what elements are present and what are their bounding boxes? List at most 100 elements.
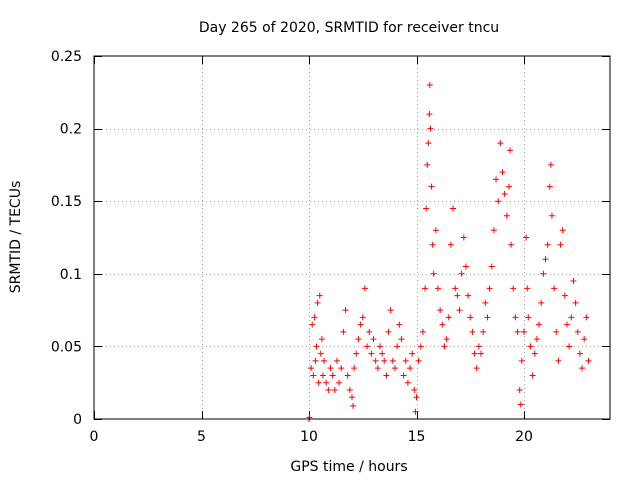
data-point <box>424 161 431 168</box>
data-point <box>398 336 405 343</box>
data-point <box>551 285 558 292</box>
data-point <box>314 299 321 306</box>
data-point <box>576 350 583 357</box>
data-point <box>458 270 465 277</box>
data-point <box>364 343 371 350</box>
data-point <box>394 343 401 350</box>
data-point <box>426 82 433 89</box>
data-point <box>566 343 573 350</box>
data-point <box>467 314 474 321</box>
data-point <box>437 307 444 314</box>
data-point <box>428 183 435 190</box>
data-point <box>374 365 381 372</box>
data-point <box>501 190 508 197</box>
data-point <box>419 328 426 335</box>
y-tick-label: 0.2 <box>60 122 82 138</box>
data-point <box>368 350 375 357</box>
data-point <box>311 314 318 321</box>
data-point <box>471 350 478 357</box>
data-point <box>413 394 420 401</box>
data-point <box>514 328 521 335</box>
tick-labels: 0 5 10 15 20 0 0.05 0.1 0.15 0.2 0.25 <box>51 49 533 445</box>
data-point <box>553 328 560 335</box>
data-point <box>486 285 493 292</box>
data-point <box>473 365 480 372</box>
data-point <box>321 357 328 364</box>
data-point <box>425 140 432 147</box>
data-point <box>400 372 407 379</box>
data-point <box>499 169 506 176</box>
data-point <box>497 140 504 147</box>
grid-lines <box>94 56 610 419</box>
data-point <box>469 328 476 335</box>
data-point <box>581 336 588 343</box>
data-point <box>366 328 373 335</box>
data-point <box>536 321 543 328</box>
data-point <box>349 394 355 401</box>
data-point <box>317 350 324 357</box>
data-point <box>564 321 570 328</box>
data-points <box>306 82 592 422</box>
data-point <box>372 357 379 364</box>
data-point <box>329 372 336 379</box>
y-axis-label: SRMTID / TECUs <box>8 181 24 294</box>
data-point <box>342 307 349 314</box>
data-point <box>355 336 362 343</box>
data-point <box>579 365 586 372</box>
data-point <box>338 365 345 372</box>
data-point <box>331 386 338 393</box>
data-point <box>559 227 566 234</box>
data-point <box>411 386 418 393</box>
data-point <box>323 379 330 386</box>
data-point <box>392 365 398 372</box>
data-point <box>482 299 489 306</box>
data-point <box>555 357 562 364</box>
data-point <box>570 278 577 285</box>
data-point <box>475 343 482 350</box>
data-point <box>525 314 532 321</box>
data-point <box>402 357 409 364</box>
x-tick-label: 20 <box>515 429 533 445</box>
data-point <box>417 343 424 350</box>
data-point <box>325 386 332 393</box>
data-point <box>312 357 319 364</box>
data-point <box>327 365 334 372</box>
data-point <box>507 147 514 154</box>
data-point <box>450 205 457 212</box>
data-point <box>465 292 472 299</box>
data-point <box>460 234 467 241</box>
data-point <box>443 336 450 343</box>
data-point <box>313 343 320 350</box>
data-point <box>527 343 534 350</box>
plot-frame <box>93 55 611 420</box>
data-point <box>557 241 564 248</box>
data-point <box>445 314 452 321</box>
data-point <box>389 357 396 364</box>
data-point <box>495 198 502 205</box>
y-tick-label: 0.05 <box>51 339 82 355</box>
x-axis-label: GPS time / hours <box>290 459 407 475</box>
data-point <box>316 292 323 299</box>
data-point <box>547 161 554 168</box>
data-point <box>452 285 459 292</box>
x-tick-label: 10 <box>300 429 318 445</box>
data-point <box>521 328 527 335</box>
data-point <box>310 372 317 379</box>
data-point <box>462 263 469 270</box>
y-tick-label: 0.15 <box>51 194 82 210</box>
data-point <box>503 212 510 219</box>
data-point <box>488 263 495 270</box>
data-point <box>346 386 353 393</box>
data-point <box>385 328 392 335</box>
data-point <box>493 176 500 183</box>
data-point <box>340 328 347 335</box>
data-point <box>585 357 592 364</box>
data-point <box>518 357 525 364</box>
data-point <box>456 307 463 314</box>
data-point <box>309 321 316 328</box>
data-point <box>361 285 368 292</box>
x-tick-label: 15 <box>408 429 426 445</box>
data-point <box>561 292 568 299</box>
data-point <box>387 307 394 314</box>
